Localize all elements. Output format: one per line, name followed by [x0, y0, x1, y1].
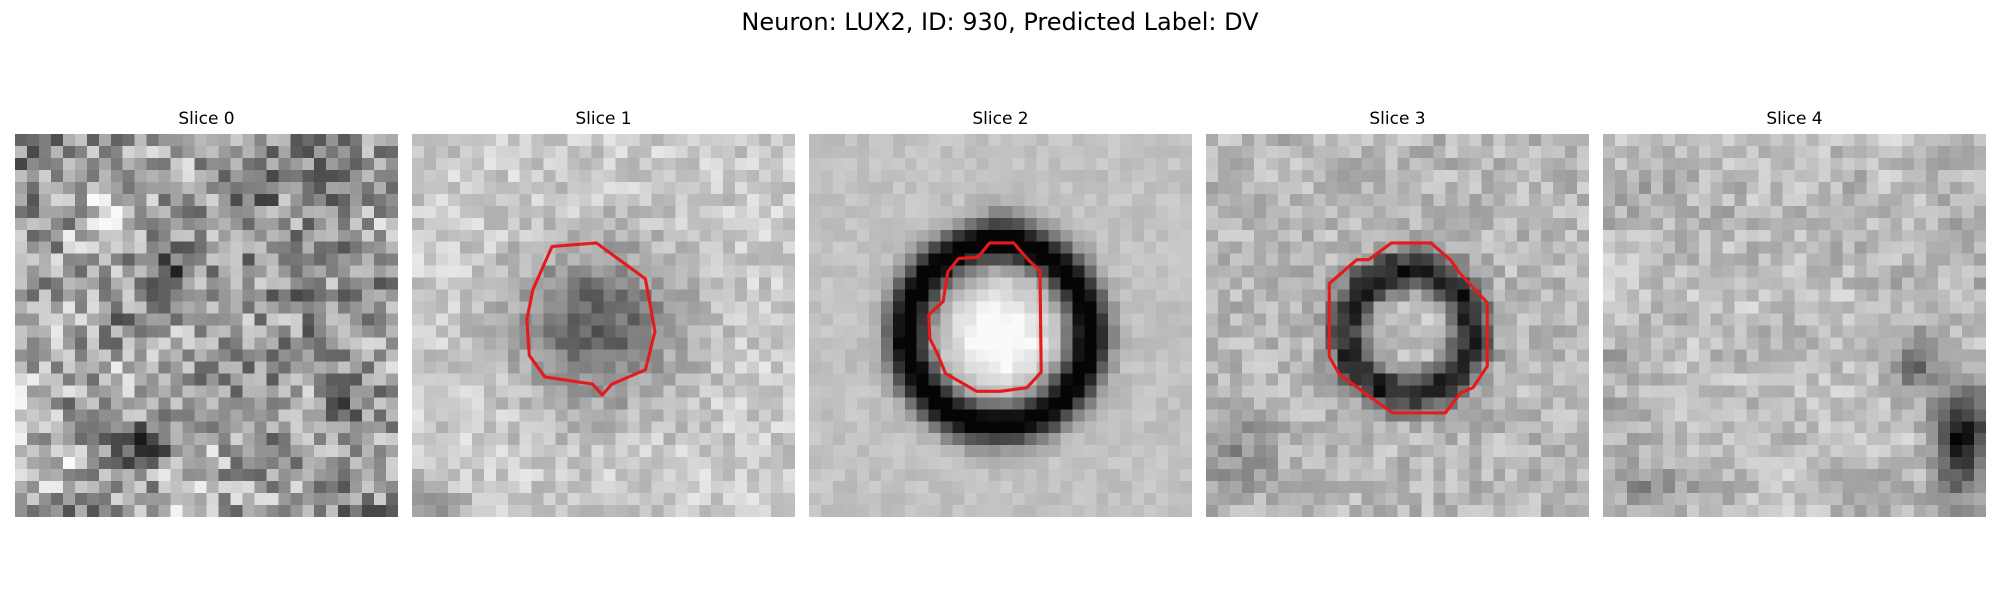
slice-pixels	[15, 134, 398, 517]
slice-pixels	[1206, 134, 1589, 517]
slice-title: Slice 3	[1369, 109, 1426, 129]
slice-pixels	[412, 134, 795, 517]
figure-title: Neuron: LUX2, ID: 930, Predicted Label: …	[741, 8, 1259, 36]
slice-title: Slice 0	[178, 109, 235, 129]
slice-pixels	[1603, 134, 1986, 517]
roi-contour	[525, 241, 657, 397]
slice-pixels	[809, 134, 1192, 517]
roi-contour	[1327, 241, 1489, 415]
roi-contour	[927, 241, 1043, 393]
slice-image	[15, 134, 398, 517]
slice-image	[412, 134, 795, 517]
slice-image	[809, 134, 1192, 517]
slice-title: Slice 4	[1766, 109, 1823, 129]
slice-title: Slice 2	[972, 109, 1029, 129]
slice-title: Slice 1	[575, 109, 632, 129]
slice-image	[1603, 134, 1986, 517]
slice-image	[1206, 134, 1589, 517]
